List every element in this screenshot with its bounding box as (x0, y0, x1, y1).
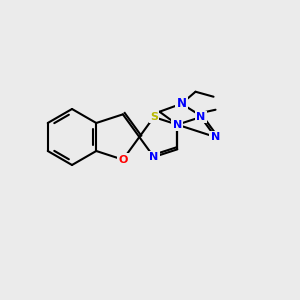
Text: N: N (149, 152, 158, 162)
Text: S: S (150, 112, 158, 122)
Text: N: N (176, 97, 187, 110)
Text: N: N (211, 132, 220, 142)
Text: N: N (196, 112, 206, 122)
Text: O: O (118, 155, 128, 165)
Text: N: N (173, 120, 182, 130)
